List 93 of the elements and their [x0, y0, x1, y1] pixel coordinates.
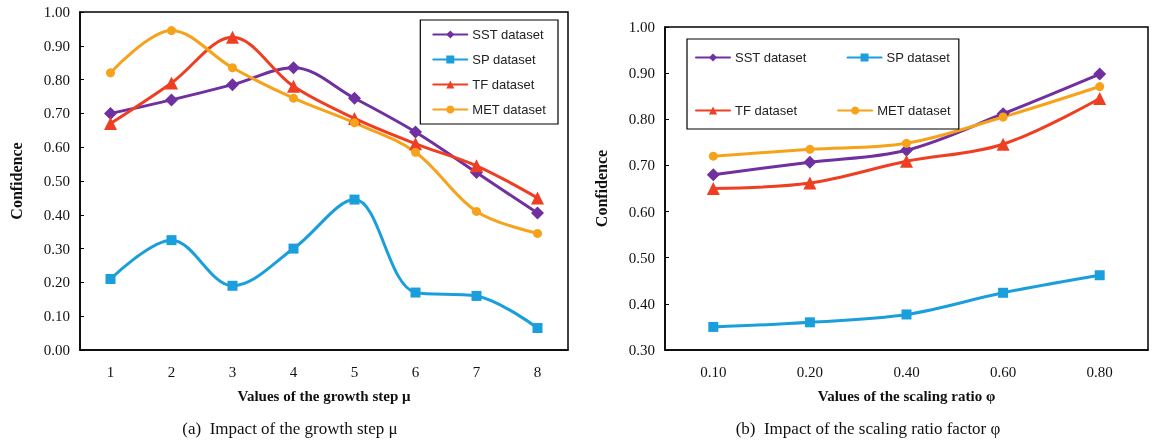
y-tick-label: 0.60: [43, 139, 70, 156]
point: [1093, 67, 1107, 81]
x-tick-label: 6: [411, 363, 420, 380]
y-tick-label: 0.30: [628, 342, 655, 358]
legend-label: SST dataset: [472, 27, 544, 42]
point: [900, 154, 913, 168]
point: [1094, 270, 1105, 281]
point: [350, 118, 359, 128]
legend-label: SST dataset: [735, 50, 807, 65]
y-tick-label: 0.80: [43, 71, 70, 88]
x-tick-label: 7: [472, 363, 481, 380]
point: [531, 191, 544, 205]
x-tick-label: 3: [228, 363, 237, 380]
point: [533, 228, 542, 238]
point: [706, 182, 720, 195]
point: [104, 117, 117, 131]
point: [901, 309, 912, 320]
legend-label: SP dataset: [472, 52, 537, 67]
point: [470, 159, 483, 173]
y-tick-label: 1.00: [43, 4, 70, 20]
point: [998, 287, 1009, 298]
x-tick-label: 0.80: [1086, 363, 1113, 380]
text: (a) Impact of the growth step μ: [182, 419, 398, 438]
y-tick-label: 0.30: [43, 240, 70, 257]
point: [105, 274, 116, 285]
x-tick-label: 0.60: [989, 363, 1017, 380]
y-tick-label: 0.60: [628, 203, 655, 220]
legend-label: MET dataset: [472, 102, 547, 117]
point: [531, 206, 544, 220]
point: [289, 93, 298, 103]
y-tick-label: 0.00: [43, 342, 70, 358]
y-tick-label: 0.80: [628, 111, 655, 128]
y-tick-label: 0.40: [43, 206, 70, 223]
y-tick-label: 0.70: [43, 105, 70, 122]
point: [104, 106, 117, 120]
point: [411, 147, 420, 157]
point: [165, 93, 178, 107]
point: [708, 321, 719, 332]
x-tick-label: 2: [167, 363, 176, 380]
point: [998, 112, 1008, 122]
point: [996, 137, 1010, 151]
point: [410, 287, 421, 298]
point: [706, 168, 720, 182]
y-tick-label: 0.10: [43, 308, 70, 325]
y-tick-label: 0.50: [43, 173, 70, 189]
y-axis-title: Confidence: [592, 149, 610, 228]
point: [1095, 82, 1105, 92]
x-tick-label: 8: [533, 363, 542, 380]
y-tick-label: 0.40: [628, 295, 655, 312]
point: [803, 155, 817, 169]
x-tick-label: 4: [289, 363, 298, 380]
point: [471, 290, 482, 301]
point: [288, 243, 299, 254]
x-tick-label: 5: [350, 363, 359, 380]
point: [349, 194, 360, 205]
point: [228, 63, 237, 73]
legend-label: SP dataset: [886, 50, 951, 65]
x-axis-title: Values of the scaling ratio φ: [817, 387, 996, 404]
x-tick-label: 0.20: [796, 363, 824, 380]
legend-label: MET dataset: [877, 103, 951, 118]
legend-label: TF dataset: [735, 103, 798, 118]
point: [805, 144, 815, 154]
x-tick-label: 0.40: [893, 363, 920, 380]
y-axis-title: Confidence: [7, 142, 25, 220]
point: [1093, 92, 1107, 106]
y-tick-label: 0.90: [43, 37, 70, 54]
point: [287, 61, 300, 75]
y-tick-label: 1.00: [628, 19, 655, 35]
point: [226, 30, 239, 44]
point: [227, 280, 238, 291]
point: [348, 91, 361, 105]
point: [165, 76, 178, 90]
y-tick-label: 0.70: [628, 157, 655, 174]
x-tick-label: 0.10: [700, 363, 727, 380]
point: [902, 138, 911, 148]
text: (b) Impact of the scaling ratio factor φ: [735, 419, 1001, 438]
point: [804, 317, 815, 328]
y-tick-label: 0.20: [43, 274, 70, 291]
point: [708, 151, 718, 161]
y-tick-label: 0.90: [628, 65, 655, 82]
point: [166, 235, 177, 246]
x-axis-title: Values of the growth step μ: [237, 387, 412, 404]
point: [287, 79, 300, 93]
point: [106, 68, 115, 78]
point: [167, 26, 176, 36]
x-tick-label: 1: [106, 363, 115, 380]
point: [803, 176, 817, 190]
point: [532, 323, 543, 334]
point: [226, 78, 239, 92]
legend-label: TF dataset: [472, 77, 535, 92]
point: [409, 125, 422, 139]
point: [472, 206, 481, 216]
y-tick-label: 0.50: [628, 249, 655, 266]
